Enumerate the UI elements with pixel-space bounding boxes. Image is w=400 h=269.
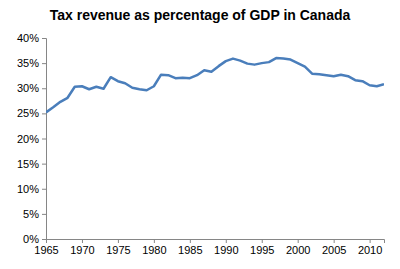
- x-tick-label: 2000: [286, 244, 310, 256]
- x-tick-label: 1980: [142, 244, 166, 256]
- y-tick-mark: [42, 113, 46, 114]
- y-axis-line: [42, 39, 47, 240]
- x-tick: 2000: [286, 239, 310, 256]
- x-tick-label: 1990: [214, 244, 238, 256]
- x-tick-mark: [190, 239, 191, 243]
- y-tick-label: 25%: [17, 107, 39, 119]
- y-tick-mark: [42, 214, 46, 215]
- y-tick-label: 35%: [17, 57, 39, 69]
- y-axis: 0%5%10%15%20%25%30%35%40%: [17, 32, 47, 245]
- x-tick-mark: [226, 239, 227, 243]
- y-tick-label: 20%: [17, 133, 39, 145]
- x-axis-line: [47, 240, 385, 244]
- y-tick-mark: [42, 239, 46, 240]
- chart: Tax revenue as percentage of GDP in Cana…: [0, 0, 400, 269]
- x-tick-label: 1970: [70, 244, 94, 256]
- y-tick-label: 40%: [17, 32, 39, 44]
- x-tick-mark: [262, 239, 263, 243]
- x-tick-mark: [46, 239, 47, 243]
- y-tick: 40%: [17, 32, 46, 44]
- x-tick: 1980: [142, 239, 166, 256]
- x-tick-mark: [154, 239, 155, 243]
- y-tick-mark: [42, 63, 46, 64]
- title: Tax revenue as percentage of GDP in Cana…: [50, 7, 351, 23]
- y-tick: 35%: [17, 57, 46, 69]
- x-tick: 2005: [322, 239, 346, 256]
- x-tick-label: 2010: [358, 244, 382, 256]
- x-tick-mark: [82, 239, 83, 243]
- x-tick: 1995: [250, 239, 274, 256]
- y-tick-label: 30%: [17, 82, 39, 94]
- x-tick-mark: [370, 239, 371, 243]
- x-tick-mark: [298, 239, 299, 243]
- y-tick-label: 10%: [17, 183, 39, 195]
- y-tick: 10%: [17, 183, 46, 195]
- x-tick-mark: [334, 239, 335, 243]
- x-tick-label: 1985: [178, 244, 202, 256]
- y-tick-mark: [42, 139, 46, 140]
- x-tick: 1990: [214, 239, 238, 256]
- x-tick-mark: [118, 239, 119, 243]
- series: [46, 58, 384, 112]
- y-tick: 15%: [17, 158, 46, 170]
- x-axis: 1965 1970 1975 1980 1985 1990 1995 2000 2005 2010: [34, 239, 384, 256]
- y-tick-mark: [42, 189, 46, 190]
- y-tick-mark: [42, 38, 46, 39]
- plot: 0%5%10%15%20%25%30%35%40%196519701975198…: [17, 32, 385, 256]
- y-tick-label: 15%: [17, 158, 39, 170]
- x-tick-label: 1995: [250, 244, 274, 256]
- y-tick-mark: [42, 164, 46, 165]
- y-tick: 5%: [23, 208, 46, 220]
- y-tick-label: 5%: [23, 208, 39, 220]
- x-tick: 1975: [106, 239, 130, 256]
- x-tick: 2010: [358, 239, 382, 256]
- line: [46, 58, 384, 112]
- x-tick-label: 1975: [106, 244, 130, 256]
- y-tick: 20%: [17, 133, 46, 145]
- y-tick: 25%: [17, 107, 46, 119]
- y-tick-mark: [42, 88, 46, 89]
- x-tick: 1970: [70, 239, 94, 256]
- x-tick-label: 1965: [34, 244, 58, 256]
- x-tick: 1965: [34, 239, 58, 256]
- x-tick: 1985: [178, 239, 202, 256]
- y-tick: 30%: [17, 82, 46, 94]
- x-tick-label: 2005: [322, 244, 346, 256]
